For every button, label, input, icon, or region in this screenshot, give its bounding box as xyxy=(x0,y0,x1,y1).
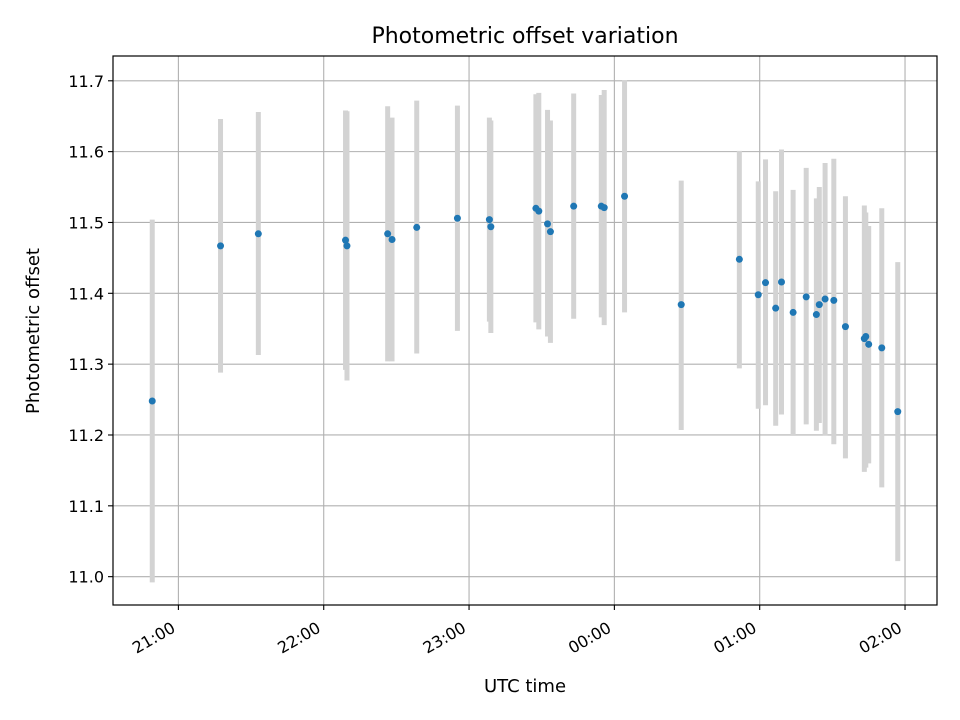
data-point xyxy=(384,230,392,238)
data-point xyxy=(570,202,578,210)
data-point xyxy=(487,223,495,231)
data-point xyxy=(821,295,829,303)
y-tick-label: 11.7 xyxy=(68,72,104,91)
grid xyxy=(113,56,937,605)
y-tick-label: 11.2 xyxy=(68,426,104,445)
data-point xyxy=(621,192,629,200)
data-point xyxy=(772,304,780,312)
y-tick-label: 11.0 xyxy=(68,568,104,587)
data-point xyxy=(789,308,797,316)
data-point xyxy=(546,228,554,236)
chart-title: Photometric offset variation xyxy=(371,24,678,49)
x-axis-label: UTC time xyxy=(484,676,566,697)
data-point xyxy=(812,311,820,319)
data-point xyxy=(535,207,543,215)
data-point xyxy=(485,216,493,224)
y-tick-label: 11.4 xyxy=(68,284,104,303)
data-point xyxy=(815,301,823,309)
data-point xyxy=(254,230,262,238)
data-point xyxy=(148,397,156,405)
y-tick-label: 11.1 xyxy=(68,497,104,516)
data-point xyxy=(413,223,421,231)
y-tick-label: 11.3 xyxy=(68,355,104,374)
data-point xyxy=(600,204,608,212)
data-point xyxy=(894,408,902,416)
data-points xyxy=(148,192,902,416)
plot-area-frame xyxy=(112,55,938,606)
data-point xyxy=(754,291,762,299)
data-point xyxy=(762,279,770,287)
y-axis-ticks: 11.0 11.1 11.2 11.3 11.4 11.5 11.6 11.7 xyxy=(68,72,113,587)
data-point xyxy=(544,220,552,228)
y-axis-label: Photometric offset xyxy=(23,248,44,414)
data-point xyxy=(342,236,350,244)
data-point xyxy=(388,235,396,243)
data-point xyxy=(841,323,849,331)
data-point xyxy=(217,242,225,250)
data-point xyxy=(865,340,873,348)
data-point xyxy=(343,242,351,250)
data-point xyxy=(802,293,810,301)
data-point xyxy=(862,333,870,341)
data-point xyxy=(453,214,461,222)
data-point xyxy=(677,301,685,309)
data-point xyxy=(830,296,838,304)
y-tick-label: 11.5 xyxy=(68,213,104,232)
data-point xyxy=(735,255,743,263)
data-point xyxy=(878,344,886,352)
y-tick-label: 11.6 xyxy=(68,143,104,162)
data-point xyxy=(778,278,786,286)
